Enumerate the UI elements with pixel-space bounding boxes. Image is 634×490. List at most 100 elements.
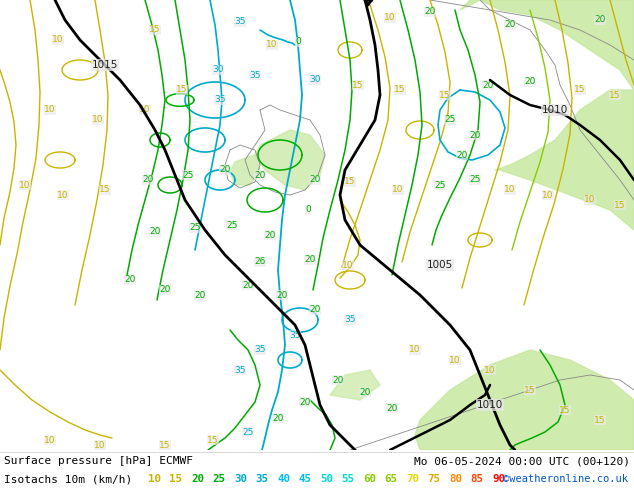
Text: 20: 20	[124, 275, 136, 285]
Text: 20: 20	[304, 255, 316, 265]
Text: 20: 20	[299, 397, 311, 407]
Text: 70: 70	[406, 474, 419, 484]
Text: 10: 10	[44, 105, 56, 115]
Text: 20: 20	[150, 227, 160, 237]
Polygon shape	[415, 350, 634, 450]
Text: 10: 10	[266, 41, 278, 49]
Text: 15: 15	[176, 85, 188, 95]
Text: 20: 20	[219, 166, 231, 174]
Text: 1010: 1010	[477, 400, 503, 410]
Text: 15: 15	[609, 91, 621, 99]
Text: 10: 10	[342, 261, 354, 270]
Text: 20: 20	[359, 388, 371, 396]
Text: 35: 35	[289, 330, 301, 340]
Text: 15: 15	[559, 406, 571, 415]
Text: 1010: 1010	[542, 105, 568, 115]
Text: 1015: 1015	[92, 60, 118, 70]
Text: 15: 15	[394, 85, 406, 95]
Text: 10: 10	[450, 356, 461, 365]
Text: 40: 40	[277, 474, 290, 484]
Text: 15: 15	[100, 186, 111, 195]
Text: 10: 10	[384, 14, 396, 23]
Text: 15: 15	[149, 25, 161, 34]
Text: 50: 50	[320, 474, 333, 484]
Text: 20: 20	[482, 80, 494, 90]
Text: 25: 25	[444, 116, 456, 124]
Text: 1005: 1005	[427, 260, 453, 270]
Text: 25: 25	[212, 474, 226, 484]
Text: 20: 20	[273, 414, 283, 422]
Text: 25: 25	[183, 171, 194, 179]
Text: 20: 20	[424, 7, 436, 17]
Text: 0: 0	[295, 38, 301, 47]
Text: 10: 10	[542, 191, 553, 199]
Text: 10: 10	[139, 105, 151, 115]
Text: 35: 35	[254, 345, 266, 354]
Text: 20: 20	[386, 403, 398, 413]
Text: 15: 15	[169, 474, 183, 484]
Text: Isotachs 10m (km/h): Isotachs 10m (km/h)	[4, 474, 133, 484]
Text: 85: 85	[470, 474, 484, 484]
Text: 20: 20	[276, 291, 288, 299]
Text: 10: 10	[19, 180, 31, 190]
Text: 30: 30	[309, 75, 321, 84]
Text: 55: 55	[342, 474, 354, 484]
Text: 35: 35	[234, 18, 246, 26]
Polygon shape	[495, 90, 634, 230]
Text: 15: 15	[353, 80, 364, 90]
Text: 0: 0	[305, 205, 311, 215]
Text: 30: 30	[212, 66, 224, 74]
Text: 15: 15	[574, 85, 586, 95]
Text: 20: 20	[332, 375, 344, 385]
Text: 65: 65	[384, 474, 398, 484]
Text: 75: 75	[427, 474, 441, 484]
Text: 20: 20	[264, 230, 276, 240]
Text: 25: 25	[469, 175, 481, 185]
Text: 45: 45	[299, 474, 311, 484]
Text: 10: 10	[94, 441, 106, 449]
Text: 20: 20	[194, 291, 205, 299]
Text: 25: 25	[226, 220, 238, 229]
Text: 20: 20	[159, 286, 171, 294]
Text: 10: 10	[410, 345, 421, 354]
Text: 15: 15	[207, 436, 219, 444]
Text: 20: 20	[309, 175, 321, 185]
Text: 25: 25	[434, 180, 446, 190]
Text: 10: 10	[44, 436, 56, 444]
Text: 20: 20	[254, 171, 266, 179]
Polygon shape	[460, 0, 634, 90]
Text: 15: 15	[344, 177, 356, 187]
Text: Mo 06-05-2024 00:00 UTC (00+120): Mo 06-05-2024 00:00 UTC (00+120)	[414, 456, 630, 466]
Text: 20: 20	[594, 16, 605, 24]
Text: 10: 10	[504, 186, 515, 195]
Text: 10: 10	[148, 474, 161, 484]
Text: ©weatheronline.co.uk: ©weatheronline.co.uk	[503, 474, 628, 484]
Polygon shape	[230, 155, 260, 185]
Text: 90: 90	[492, 474, 505, 484]
Text: 10: 10	[585, 196, 596, 204]
Text: 60: 60	[363, 474, 376, 484]
Text: 15: 15	[594, 416, 605, 424]
Text: 20: 20	[456, 150, 468, 160]
Text: 35: 35	[344, 316, 356, 324]
Text: 20: 20	[242, 280, 254, 290]
Text: 10: 10	[93, 116, 104, 124]
Text: 20: 20	[524, 77, 536, 87]
Text: 26: 26	[254, 258, 266, 267]
Text: 20: 20	[504, 21, 515, 29]
Text: 15: 15	[524, 386, 536, 394]
Text: 35: 35	[256, 474, 269, 484]
Text: 80: 80	[449, 474, 462, 484]
Text: 10: 10	[57, 191, 68, 199]
Text: 20: 20	[191, 474, 204, 484]
Text: 10: 10	[392, 186, 404, 195]
Text: 20: 20	[469, 130, 481, 140]
Text: 35: 35	[249, 71, 261, 79]
Text: 10: 10	[484, 366, 496, 374]
Polygon shape	[255, 130, 325, 190]
Text: 35: 35	[214, 96, 226, 104]
Text: 10: 10	[52, 35, 64, 45]
Text: 15: 15	[614, 200, 626, 210]
Polygon shape	[330, 370, 380, 400]
Text: 25: 25	[242, 427, 254, 437]
